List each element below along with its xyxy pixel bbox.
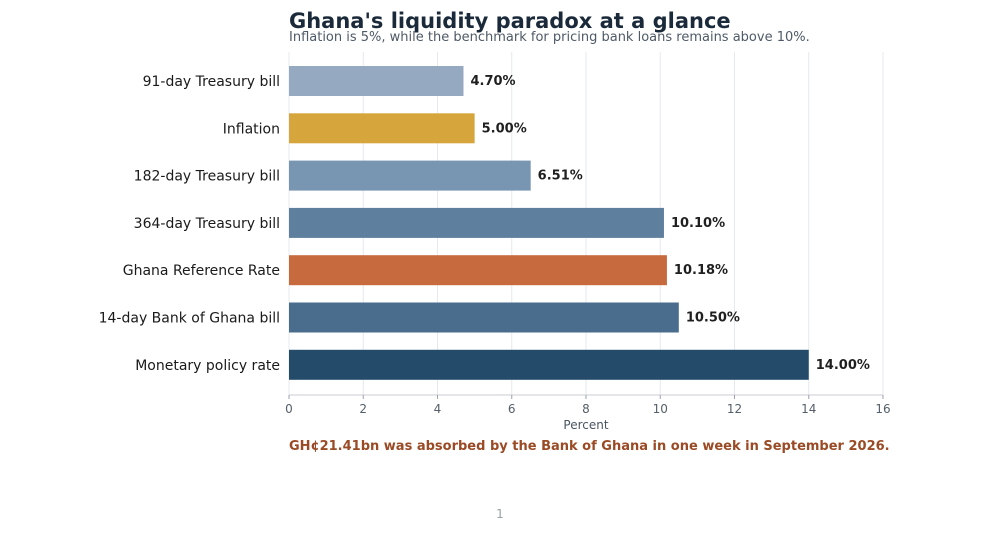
bar — [289, 302, 679, 333]
data-label: 6.51% — [538, 169, 583, 184]
data-label: 4.70% — [470, 74, 515, 89]
bar — [289, 255, 667, 286]
chart-subtitle: Inflation is 5%, while the benchmark for… — [289, 30, 810, 45]
bar — [289, 160, 531, 191]
category-label: 91-day Treasury bill — [143, 74, 280, 90]
x-tick-label: 4 — [434, 402, 442, 416]
bar — [289, 113, 475, 144]
x-tick-label: 16 — [875, 402, 890, 416]
x-tick-label: 8 — [582, 402, 590, 416]
x-axis-label: Percent — [563, 418, 608, 432]
category-label: Monetary policy rate — [135, 358, 280, 374]
page-number: 1 — [496, 507, 504, 521]
data-label: 5.00% — [482, 121, 527, 136]
category-label: 182-day Treasury bill — [134, 169, 280, 185]
data-label: 10.10% — [671, 216, 725, 231]
data-label: 10.18% — [674, 263, 728, 278]
x-tick-label: 2 — [359, 402, 367, 416]
category-label: 364-day Treasury bill — [134, 216, 280, 232]
chart-title: Ghana's liquidity paradox at a glance — [289, 9, 731, 33]
bar — [289, 66, 464, 96]
category-label: Inflation — [223, 121, 280, 137]
bar — [289, 207, 664, 238]
x-tick-label: 10 — [653, 402, 668, 416]
data-label: 14.00% — [816, 358, 870, 373]
x-tick-label: 0 — [285, 402, 293, 416]
category-label: 14-day Bank of Ghana bill — [99, 311, 280, 327]
x-tick-label: 12 — [727, 402, 742, 416]
x-tick-label: 6 — [508, 402, 516, 416]
category-label: Ghana Reference Rate — [123, 263, 280, 279]
bar — [289, 349, 809, 380]
chart-note: GH¢21.41bn was absorbed by the Bank of G… — [289, 439, 890, 454]
data-label: 10.50% — [686, 311, 740, 326]
x-tick-label: 14 — [801, 402, 816, 416]
